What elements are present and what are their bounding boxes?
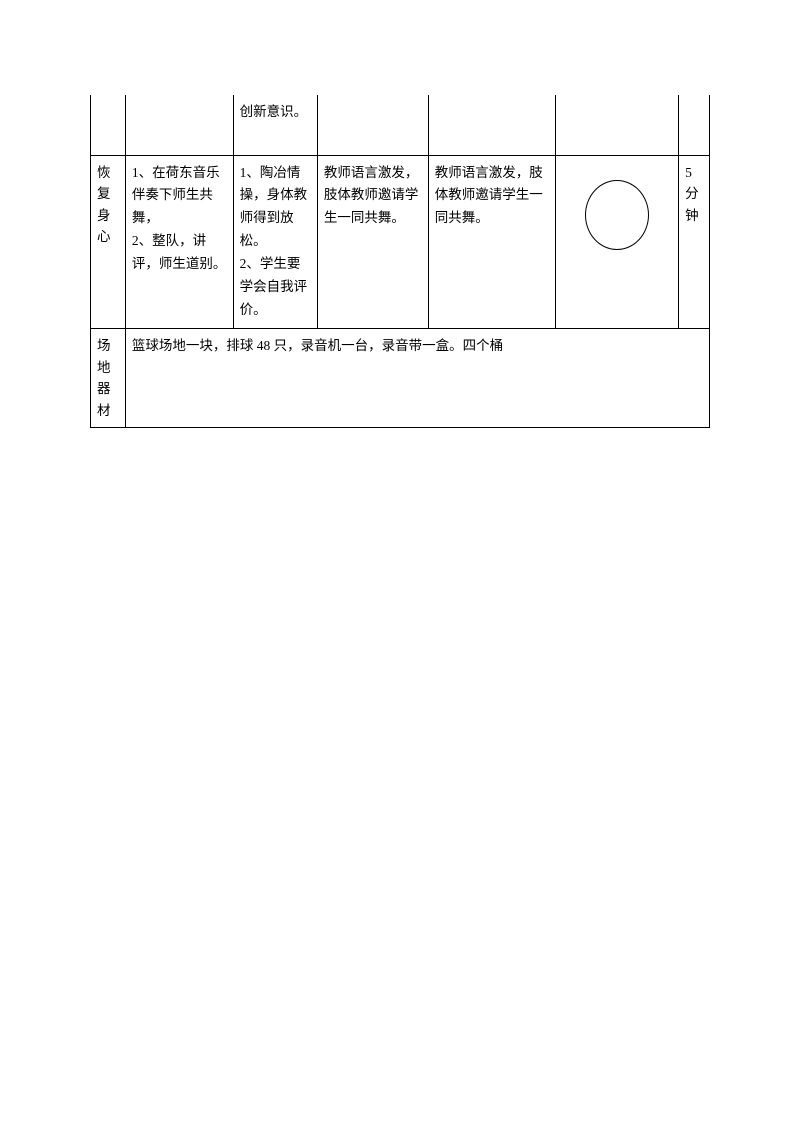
cell-innovation-text: 创新意识。 [233,95,317,155]
cell-content: 1、在荷东音乐伴奏下师生共舞， 2、整队，讲评，师生道别。 [125,155,233,329]
cell-objectives: 1、陶冶情操，身体教师得到放松。 2、学生要学会自我评价。 [233,155,317,329]
cell-empty [91,95,126,155]
lesson-plan-table: 创新意识。 恢 复 身 心 1、在荷东音乐伴奏下师生共舞， 2、整队，讲评，师生… [90,95,710,428]
cell-empty [555,95,678,155]
table-row-innovation: 创新意识。 [91,95,710,155]
table-row-equipment: 场 地 器 材 篮球场地一块，排球 48 只，录音机一台，录音带一盒。四个桶 [91,329,710,428]
cell-teacher-activity: 教师语言激发，肢体教师邀请学生一同共舞。 [317,155,428,329]
cell-duration: 5 分 钟 [679,155,710,329]
table-row-recovery: 恢 复 身 心 1、在荷东音乐伴奏下师生共舞， 2、整队，讲评，师生道别。 1、… [91,155,710,329]
cell-diagram [555,155,678,329]
oval-shape [585,180,649,250]
cell-empty [317,95,428,155]
cell-student-activity: 教师语言激发，肢体教师邀请学生一同共舞。 [428,155,555,329]
cell-equipment-content: 篮球场地一块，排球 48 只，录音机一台，录音带一盒。四个桶 [125,329,709,428]
cell-empty [125,95,233,155]
cell-section-label: 恢 复 身 心 [91,155,126,329]
cell-empty [679,95,710,155]
cell-empty [428,95,555,155]
cell-equipment-label: 场 地 器 材 [91,329,126,428]
